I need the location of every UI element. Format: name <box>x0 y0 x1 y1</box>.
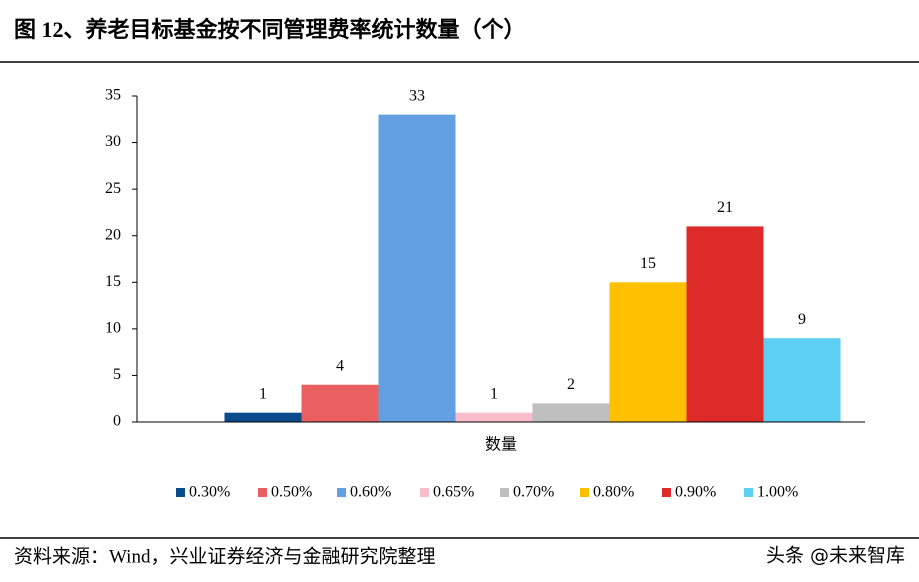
watermark: 头条 @未来智库 <box>766 545 905 567</box>
source-note: 资料来源：Wind，兴业证券经济与金融研究院整理 <box>14 545 435 567</box>
legend-swatch <box>580 488 589 497</box>
y-tick-label: 15 <box>105 273 121 290</box>
y-tick-label: 30 <box>105 133 121 150</box>
bar <box>686 226 764 422</box>
legend-swatch <box>500 488 509 497</box>
data-label: 21 <box>717 199 733 216</box>
legend-label: 0.80% <box>593 484 634 501</box>
bar <box>532 403 610 422</box>
legend-label: 1.00% <box>757 484 798 501</box>
data-label: 33 <box>409 87 425 104</box>
legend-label: 0.60% <box>350 484 391 501</box>
legend-swatch <box>662 488 671 497</box>
y-tick-label: 5 <box>113 366 121 383</box>
legend-label: 0.70% <box>513 484 554 501</box>
data-label: 1 <box>490 385 498 402</box>
y-tick-label: 35 <box>105 87 121 104</box>
data-label: 9 <box>798 311 806 328</box>
legend-label: 0.65% <box>433 484 474 501</box>
y-tick-label: 20 <box>105 226 121 243</box>
legend-swatch <box>337 488 346 497</box>
legend-label: 0.90% <box>675 484 716 501</box>
legend-swatch <box>744 488 753 497</box>
bar <box>224 412 302 422</box>
y-tick-label: 0 <box>113 413 121 430</box>
y-tick-label: 25 <box>105 180 121 197</box>
data-label: 2 <box>567 376 575 393</box>
bar <box>455 412 533 422</box>
x-category-label: 数量 <box>485 436 517 454</box>
legend-label: 0.50% <box>271 484 312 501</box>
y-tick-label: 10 <box>105 320 121 337</box>
data-label: 1 <box>259 385 267 402</box>
legend-label: 0.30% <box>189 484 230 501</box>
data-label: 15 <box>640 255 656 272</box>
bar <box>378 114 456 422</box>
chart-title: 图 12、养老目标基金按不同管理费率统计数量（个） <box>14 17 526 42</box>
data-label: 4 <box>336 357 344 374</box>
bar <box>609 282 687 422</box>
bar <box>301 384 379 422</box>
bar <box>763 338 841 422</box>
legend-swatch <box>420 488 429 497</box>
legend-swatch <box>258 488 267 497</box>
legend-swatch <box>176 488 185 497</box>
